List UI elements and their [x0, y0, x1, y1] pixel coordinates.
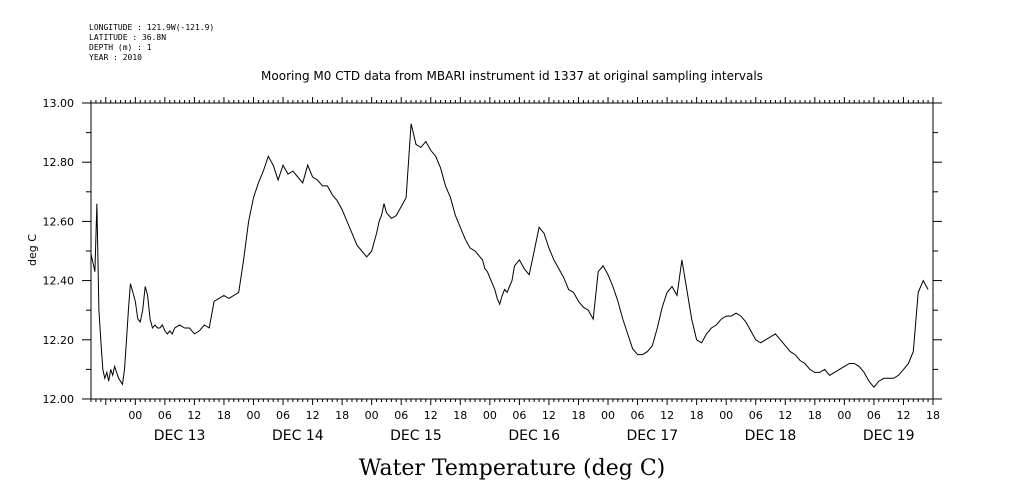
x-tick-label-hour: 00 [365, 409, 379, 422]
x-tick-label-day: DEC 13 [154, 428, 206, 444]
x-tick-label-hour: 06 [749, 409, 763, 422]
x-axis-labels: 00 06 12 18 00 06 12 18 00 06 12 18 00 06 12 18 00 06 12 18… [128, 409, 940, 444]
x-tick-label-hour: 18 [808, 409, 822, 422]
chart-title: Mooring M0 CTD data from MBARI instrumen… [261, 69, 763, 83]
longitude-label: LONGITUDE : 121.9W(-121.9) [89, 23, 214, 32]
x-tick-label-day: DEC 16 [508, 428, 560, 444]
x-tick-label-hour: 18 [217, 409, 231, 422]
depth-label: DEPTH (m) : 1 [89, 43, 152, 52]
x-tick-label-hour: 12 [660, 409, 674, 422]
x-tick-label-hour: 06 [276, 409, 290, 422]
y-tick-label: 12.20 [43, 334, 75, 347]
x-tick-label-hour: 18 [335, 409, 349, 422]
y-axis: 12.00 12.20 12.40 12.60 12.80 13.00 [43, 97, 942, 406]
x-tick-label-day: DEC 14 [272, 428, 324, 444]
latitude-label: LATITUDE : 36.8N [89, 33, 166, 42]
x-tick-label-hour: 12 [424, 409, 438, 422]
bottom-title: Water Temperature (deg C) [359, 456, 666, 481]
y-axis-label: deg C [26, 234, 39, 266]
plot-frame [90, 102, 934, 400]
x-tick-label-hour: 06 [631, 409, 645, 422]
y-tick-label: 13.00 [43, 97, 75, 110]
x-tick-label-day: DEC 17 [626, 428, 678, 444]
x-tick-label-hour: 00 [246, 409, 260, 422]
x-tick-label-hour: 18 [453, 409, 467, 422]
x-tick-label-hour: 12 [187, 409, 201, 422]
x-tick-label-hour: 06 [867, 409, 881, 422]
x-tick-label-hour: 06 [512, 409, 526, 422]
x-tick-label-hour: 18 [926, 409, 940, 422]
x-tick-label-hour: 06 [394, 409, 408, 422]
x-tick-label-hour: 00 [837, 409, 851, 422]
y-tick-label: 12.40 [43, 275, 75, 288]
year-label: YEAR : 2010 [89, 53, 142, 62]
x-tick-label-hour: 00 [719, 409, 733, 422]
x-axis [90, 97, 934, 405]
x-tick-label-hour: 12 [306, 409, 320, 422]
x-tick-label-hour: 18 [690, 409, 704, 422]
x-tick-label-hour: 18 [571, 409, 585, 422]
y-tick-label: 12.80 [43, 156, 75, 169]
x-tick-label-hour: 12 [896, 409, 910, 422]
y-tick-label: 12.00 [43, 393, 75, 406]
x-tick-label-hour: 12 [542, 409, 556, 422]
x-tick-label-day: DEC 19 [863, 428, 915, 444]
x-tick-label-hour: 00 [483, 409, 497, 422]
x-tick-label-hour: 00 [128, 409, 142, 422]
x-tick-label-day: DEC 15 [390, 428, 442, 444]
x-tick-label-hour: 12 [778, 409, 792, 422]
x-tick-label-day: DEC 18 [745, 428, 797, 444]
x-tick-label-hour: 06 [158, 409, 172, 422]
temperature-series-line [90, 123, 929, 388]
x-tick-label-hour: 00 [601, 409, 615, 422]
y-tick-label: 12.60 [43, 215, 75, 228]
